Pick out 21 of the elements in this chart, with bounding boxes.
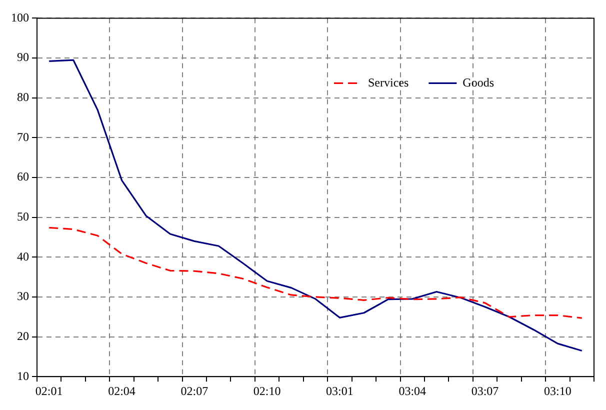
x-tick-label: 03:01 [326,384,354,398]
y-tick-label: 100 [11,10,29,24]
y-tick-label: 30 [17,289,29,304]
y-tick-label: 20 [17,328,29,343]
x-tick-label: 02:07 [180,384,208,398]
x-tick-label: 02:10 [253,384,281,398]
y-tick-label: 60 [17,170,29,184]
legend-label: Goods [462,75,494,90]
line-series [48,226,583,319]
x-tick-label: 03:04 [398,384,426,398]
legend-label: Services [368,75,409,90]
y-tick-label: 10 [17,368,29,383]
y-tick-label: 90 [17,50,29,64]
x-tick-label: 02:04 [108,384,136,398]
y-tick-label: 80 [17,90,29,104]
y-tick-label: 40 [17,249,29,264]
x-tick-label: 02:01 [35,384,63,398]
x-tick-label: 03:07 [471,384,499,398]
y-tick-label: 50 [17,209,29,224]
x-tick-label: 03:10 [544,384,572,398]
y-tick-label: 70 [17,130,29,144]
